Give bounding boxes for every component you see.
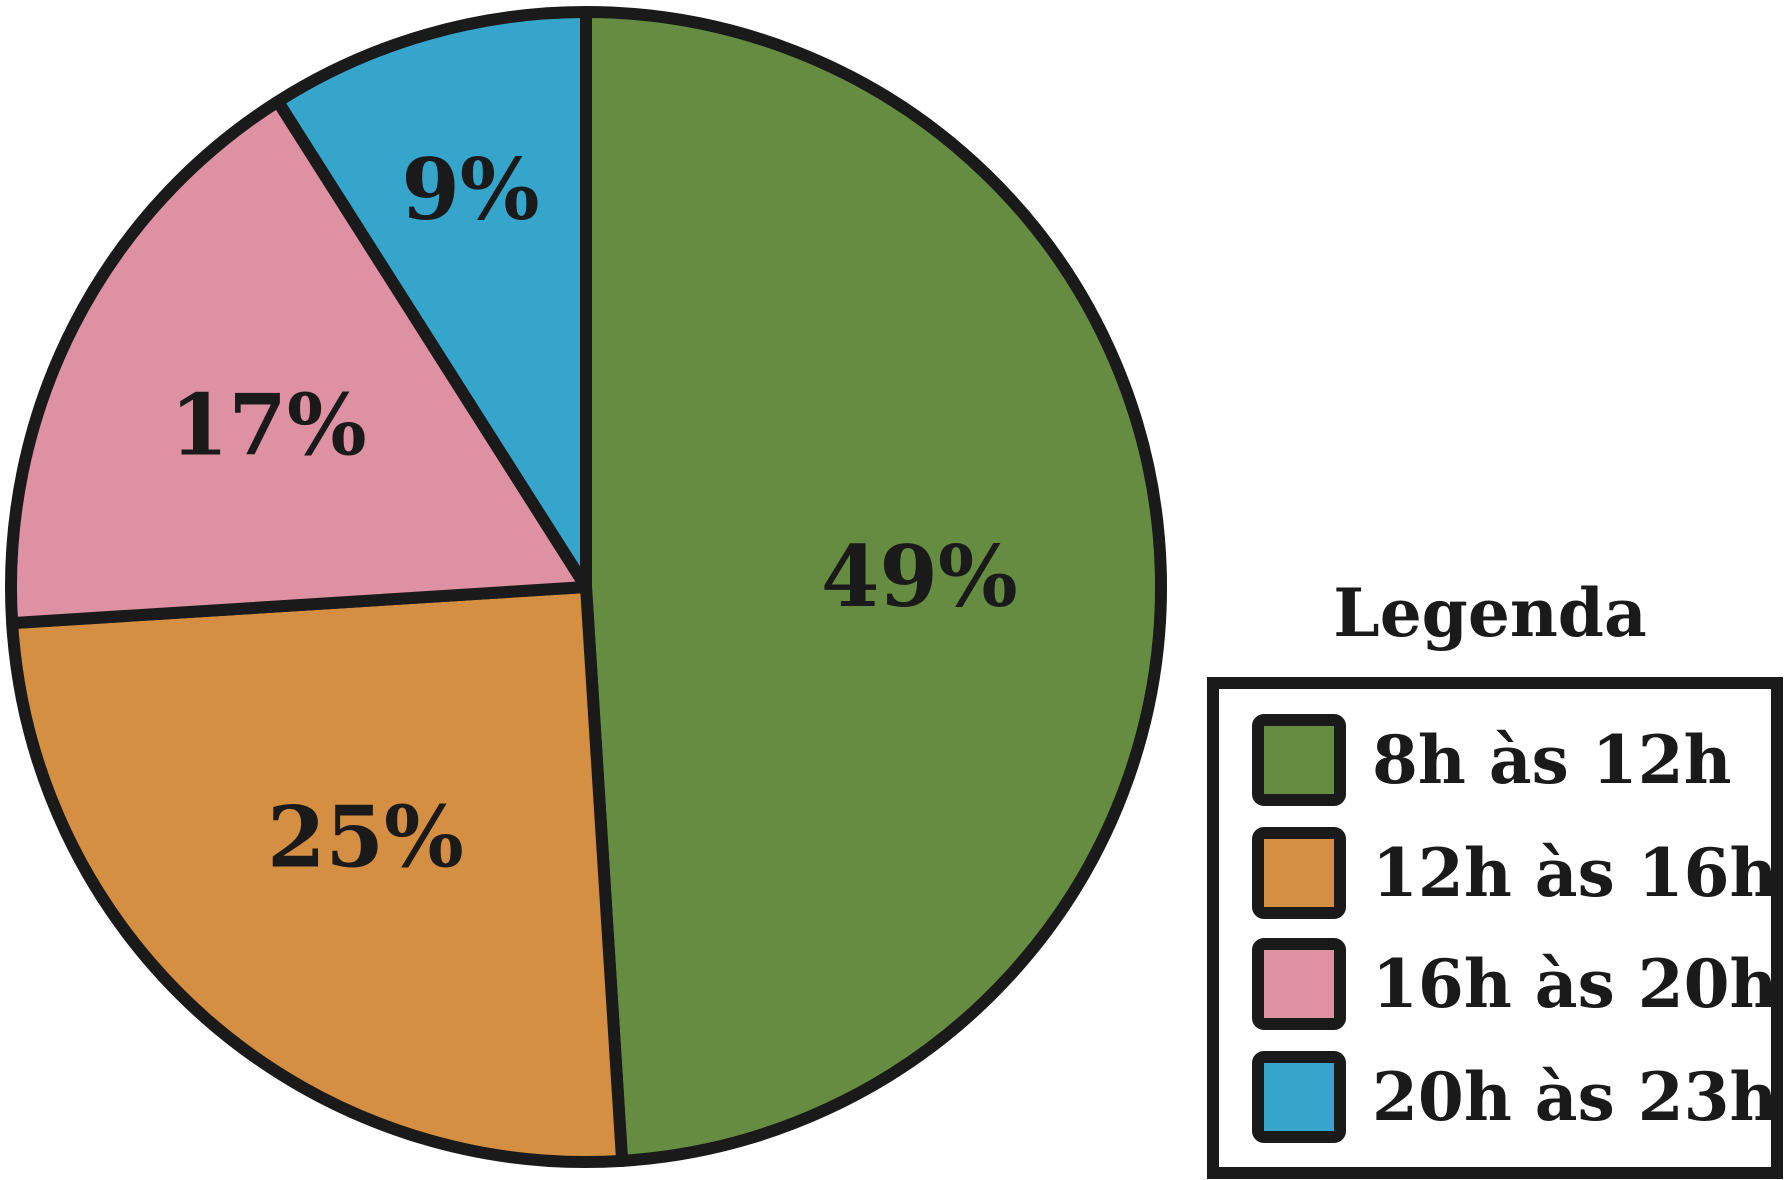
pie-slice-1 bbox=[580, 6, 1168, 1167]
legend-label-4: 20h às 23h bbox=[1372, 1058, 1778, 1136]
slice-label-3: 17% bbox=[170, 376, 367, 475]
legend: Legenda 8h às 12h 12h às 16h 16h às 20h 20h… bbox=[1207, 574, 1783, 1179]
legend-label-1: 8h às 12h bbox=[1372, 721, 1732, 799]
slice-label-2: 25% bbox=[267, 788, 464, 887]
pie-slices bbox=[5, 6, 1168, 1168]
pie-slice-3 bbox=[5, 95, 592, 630]
slice-label-1: 49% bbox=[821, 527, 1018, 626]
legend-label-3: 16h às 20h bbox=[1372, 945, 1778, 1023]
legend-title: Legenda bbox=[1333, 574, 1646, 652]
legend-label-2: 12h às 16h bbox=[1372, 834, 1778, 912]
pie-slice-2 bbox=[6, 581, 629, 1168]
legend-items: 8h às 12h 12h às 16h 16h às 20h 20h às 23h bbox=[1252, 714, 1778, 1143]
legend-swatch-4 bbox=[1252, 1051, 1346, 1143]
legend-swatch-3 bbox=[1252, 938, 1346, 1030]
slice-labels: 49% 25% 17% 9% bbox=[170, 140, 1018, 887]
pie-slice-4 bbox=[271, 6, 592, 593]
legend-swatch-2 bbox=[1252, 827, 1346, 919]
slice-label-4: 9% bbox=[401, 140, 539, 239]
legend-swatch-1 bbox=[1252, 714, 1346, 806]
